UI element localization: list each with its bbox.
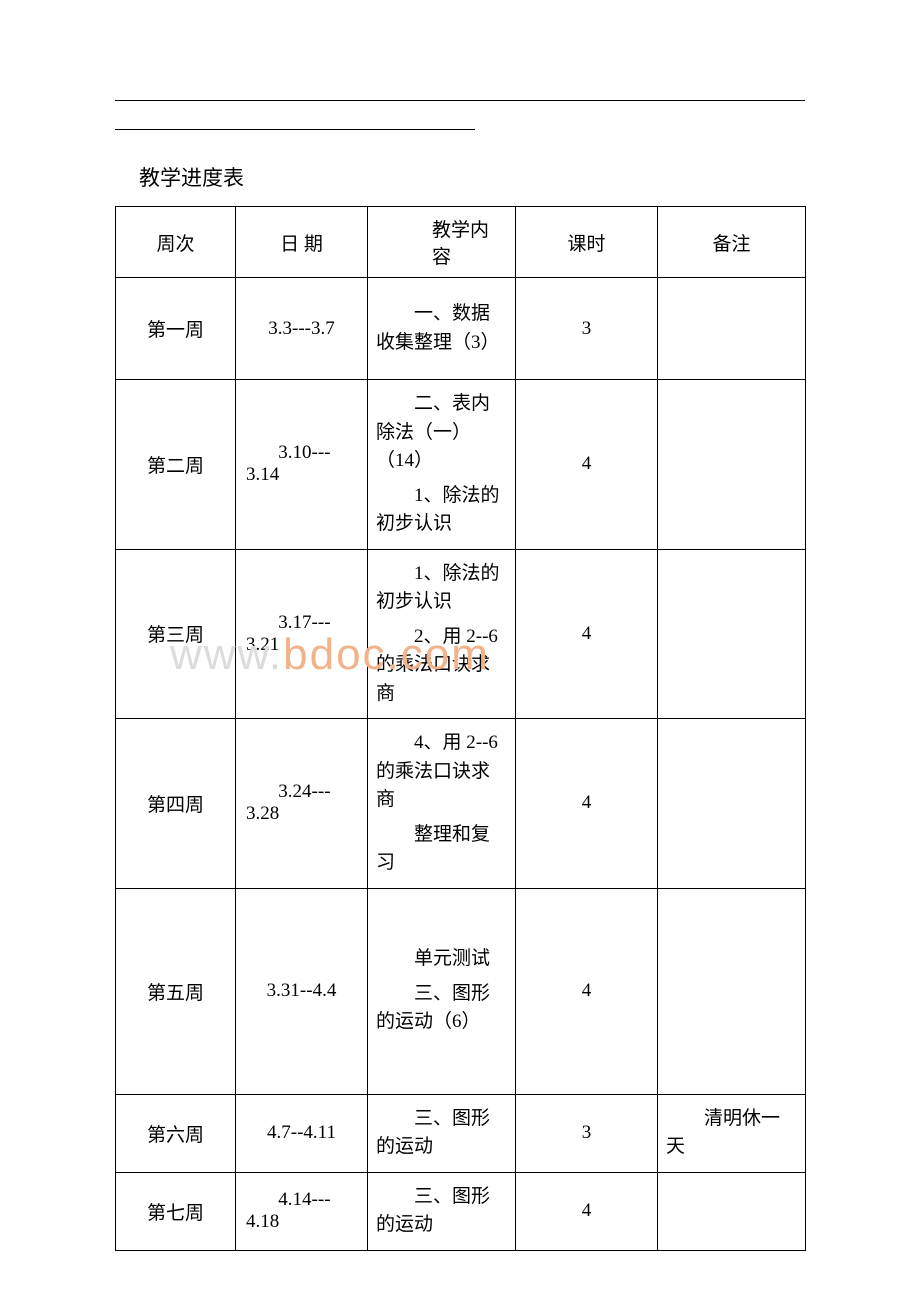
cell-date: 4.7--4.11 <box>236 1094 368 1172</box>
col-header-hours: 课时 <box>516 207 658 278</box>
cell-date-text: 4.7--4.11 <box>236 1112 367 1154</box>
cell-notes <box>658 278 806 380</box>
cell-notes: 清明休一天 <box>658 1094 806 1172</box>
cell-week: 第七周 <box>116 1172 236 1250</box>
cell-date-text: 3.31--4.4 <box>236 970 367 1012</box>
cell-date-l2: 3.14 <box>246 464 357 486</box>
page-title: 教学进度表 <box>139 162 805 192</box>
cell-hours-text: 3 <box>516 1112 657 1154</box>
table-row: 第五周 3.31--4.4 单元测试 三、图形的运动（6） 4 <box>116 888 806 1094</box>
cell-date: 3.24--- 3.28 <box>236 719 368 889</box>
cell-content-p1: 一、数据收集整理（3） <box>376 300 507 357</box>
cell-hours: 4 <box>516 549 658 719</box>
cell-hours: 4 <box>516 380 658 550</box>
cell-content: 1、除法的初步认识 2、用 2--6 的乘法口诀求商 <box>368 549 516 719</box>
cell-hours: 3 <box>516 1094 658 1172</box>
cell-hours: 4 <box>516 1172 658 1250</box>
table-row: 第六周 4.7--4.11 三、图形的运动 3 清明休一天 <box>116 1094 806 1172</box>
col-header-content-l2: 容 <box>376 242 507 269</box>
cell-date: 3.3---3.7 <box>236 278 368 380</box>
table-row: 第四周 3.24--- 3.28 4、用 2--6 的乘法口诀求商 整理和复习 … <box>116 719 806 889</box>
col-header-notes: 备注 <box>658 207 806 278</box>
cell-content-p2: 三、图形的运动（6） <box>376 980 507 1037</box>
table-row: 第二周 3.10--- 3.14 二、表内除法（一）（14） 1、除法的初步认识… <box>116 380 806 550</box>
cell-week: 第四周 <box>116 719 236 889</box>
cell-date-l1: 4.14--- <box>246 1189 357 1211</box>
col-header-hours-text: 课时 <box>516 219 657 266</box>
cell-content-p2: 2、用 2--6 的乘法口诀求商 <box>376 623 507 709</box>
col-header-week-text: 周次 <box>116 219 235 266</box>
cell-content-p1: 二、表内除法（一）（14） <box>376 390 507 476</box>
cell-content: 三、图形的运动 <box>368 1094 516 1172</box>
cell-hours-text: 4 <box>516 782 657 824</box>
cell-content-p1: 1、除法的初步认识 <box>376 560 507 617</box>
cell-week: 第三周 <box>116 549 236 719</box>
cell-content-p1: 三、图形的运动 <box>376 1105 507 1162</box>
cell-week-text: 第三周 <box>116 610 235 657</box>
cell-date: 3.10--- 3.14 <box>236 380 368 550</box>
cell-date: 4.14--- 4.18 <box>236 1172 368 1250</box>
table-row: 第三周 3.17--- 3.21 1、除法的初步认识 2、用 2--6 的乘法口… <box>116 549 806 719</box>
cell-date: 3.17--- 3.21 <box>236 549 368 719</box>
col-header-date-text: 日 期 <box>236 219 367 266</box>
cell-content: 二、表内除法（一）（14） 1、除法的初步认识 <box>368 380 516 550</box>
cell-content: 4、用 2--6 的乘法口诀求商 整理和复习 <box>368 719 516 889</box>
cell-hours-text: 4 <box>516 443 657 485</box>
cell-hours: 3 <box>516 278 658 380</box>
cell-week-text: 第一周 <box>116 305 235 352</box>
cell-date: 3.31--4.4 <box>236 888 368 1094</box>
col-header-date: 日 期 <box>236 207 368 278</box>
cell-week: 第二周 <box>116 380 236 550</box>
cell-content-p1: 三、图形的运动 <box>376 1183 507 1240</box>
cell-content: 单元测试 三、图形的运动（6） <box>368 888 516 1094</box>
cell-week-text: 第二周 <box>116 441 235 488</box>
cell-hours: 4 <box>516 888 658 1094</box>
cell-hours-text: 4 <box>516 613 657 655</box>
cell-notes <box>658 549 806 719</box>
cell-date-l1: 3.24--- <box>246 781 357 803</box>
cell-hours-text: 4 <box>516 1190 657 1232</box>
cell-hours: 4 <box>516 719 658 889</box>
cell-date-text: 3.3---3.7 <box>236 308 367 350</box>
col-header-notes-text: 备注 <box>658 219 805 266</box>
cell-hours-text: 4 <box>516 970 657 1012</box>
cell-notes <box>658 1172 806 1250</box>
cell-week-text: 第四周 <box>116 780 235 827</box>
top-rule-full <box>115 100 805 101</box>
cell-date-l2: 3.21 <box>246 634 357 656</box>
schedule-table: 周次 日 期 教学内 容 课时 备注 第一周 3.3---3.7 一、数据收集整… <box>115 206 806 1251</box>
cell-content: 三、图形的运动 <box>368 1172 516 1250</box>
cell-week: 第六周 <box>116 1094 236 1172</box>
cell-date-l1: 3.10--- <box>246 442 357 464</box>
cell-notes <box>658 719 806 889</box>
table-header-row: 周次 日 期 教学内 容 课时 备注 <box>116 207 806 278</box>
table-row: 第七周 4.14--- 4.18 三、图形的运动 4 <box>116 1172 806 1250</box>
col-header-content-l1: 教学内 <box>376 215 507 242</box>
cell-week-text: 第六周 <box>116 1110 235 1157</box>
cell-date-l2: 4.18 <box>246 1211 357 1233</box>
cell-notes-text: 清明休一天 <box>666 1105 797 1162</box>
cell-content-p2: 1、除法的初步认识 <box>376 482 507 539</box>
cell-week-text: 第五周 <box>116 968 235 1015</box>
cell-week: 第一周 <box>116 278 236 380</box>
col-header-content: 教学内 容 <box>368 207 516 278</box>
top-rule-partial <box>115 129 475 130</box>
cell-week-text: 第七周 <box>116 1188 235 1235</box>
cell-notes <box>658 888 806 1094</box>
cell-content-p1: 4、用 2--6 的乘法口诀求商 <box>376 729 507 815</box>
cell-week: 第五周 <box>116 888 236 1094</box>
cell-content-p1: 单元测试 <box>376 945 507 974</box>
cell-content-p2: 整理和复习 <box>376 821 507 878</box>
cell-notes <box>658 380 806 550</box>
cell-content: 一、数据收集整理（3） <box>368 278 516 380</box>
cell-hours-text: 3 <box>516 308 657 350</box>
col-header-week: 周次 <box>116 207 236 278</box>
cell-date-l1: 3.17--- <box>246 612 357 634</box>
table-row: 第一周 3.3---3.7 一、数据收集整理（3） 3 <box>116 278 806 380</box>
cell-date-l2: 3.28 <box>246 803 357 825</box>
